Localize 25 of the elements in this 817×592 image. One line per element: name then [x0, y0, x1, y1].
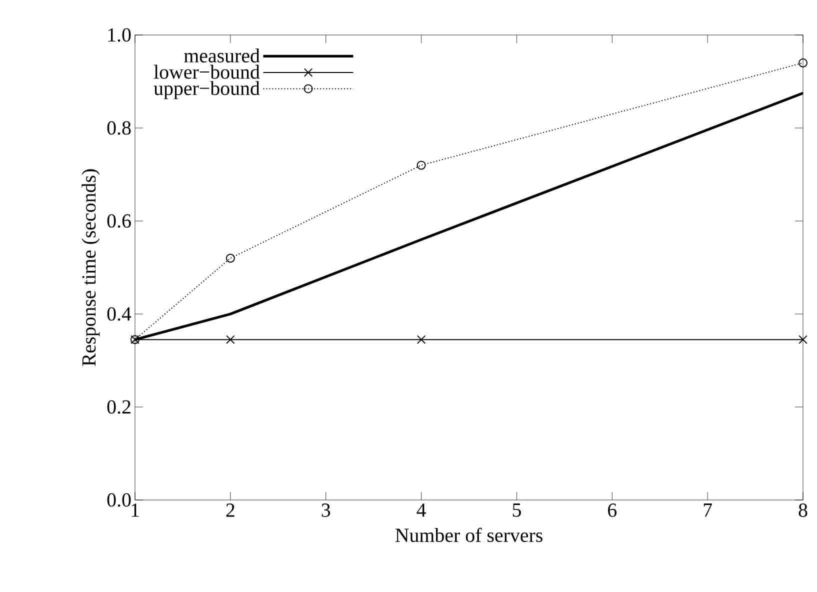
point	[226, 335, 235, 344]
x-axis-title: Number of servers	[395, 528, 542, 542]
x-tick-label: 4	[416, 504, 426, 517]
x-tick-label: 1	[132, 504, 139, 517]
x-tick-label: 3	[322, 504, 330, 517]
x-tick-label: 7	[704, 504, 712, 517]
y-tick-label: 0.6	[107, 214, 131, 228]
point	[416, 160, 426, 170]
y-tick-label: 0.2	[107, 400, 130, 414]
y-tick-label: 1.0	[108, 28, 131, 42]
x-tick-label: 6	[608, 504, 617, 517]
x-tick-label: 5	[512, 504, 521, 517]
y-axis-title: Response time (seconds)	[82, 169, 100, 366]
y-tick-label: 0.8	[107, 121, 131, 135]
point	[416, 335, 426, 344]
y-tick-label: 0.4	[107, 307, 132, 321]
x-tick-label: 8	[798, 504, 808, 517]
point	[798, 58, 808, 68]
legend-label: lower−bound	[154, 64, 260, 79]
point	[798, 335, 808, 344]
y-tick-label: 0.0	[107, 493, 131, 507]
point	[226, 254, 235, 263]
legend-label: measured	[184, 48, 260, 62]
legend-label: upper−bound	[154, 81, 260, 100]
x-tick-label: 2	[226, 504, 234, 517]
